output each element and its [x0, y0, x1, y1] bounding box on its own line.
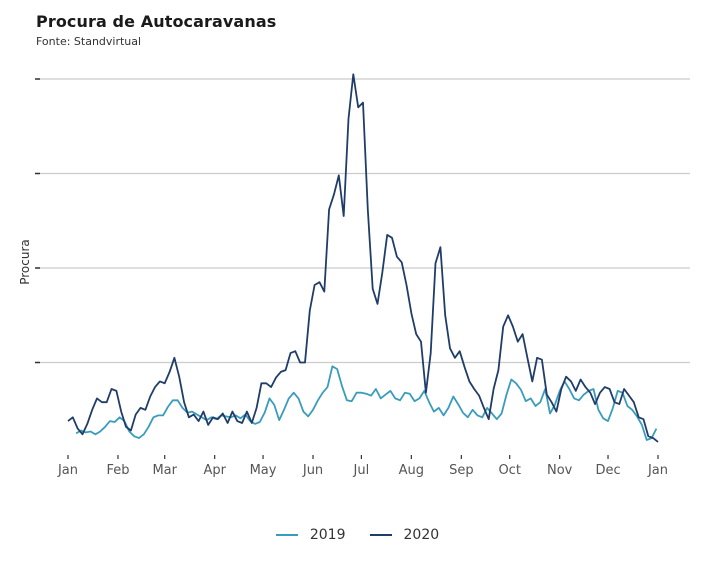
legend-swatch-2019 — [275, 534, 298, 536]
chart-title: Procura de Autocaravanas — [36, 12, 277, 31]
x-ticks: Jan Feb Mar Apr May Jun Jul Aug Sep Oct Nov Dec Jan — [57, 455, 668, 478]
x-tick-label: Sep — [449, 463, 474, 478]
y-ticks — [35, 78, 40, 364]
x-tick-label: Jan — [57, 463, 78, 478]
series-lines — [67, 73, 659, 443]
x-tick-label: Jun — [302, 463, 323, 478]
legend-item-2020[interactable]: 2020 — [369, 527, 440, 543]
x-tick-label: Feb — [106, 463, 129, 478]
x-tick-label: Dec — [595, 463, 620, 478]
x-tick-label: Aug — [399, 463, 424, 478]
series-line-2019 — [75, 365, 658, 441]
legend: 2019 2020 — [0, 527, 715, 543]
x-tick-label: Nov — [547, 463, 573, 478]
x-tick-label: May — [250, 463, 277, 478]
gridlines — [37, 78, 690, 364]
x-tick-label: Oct — [498, 463, 520, 478]
x-tick-label: Jul — [353, 463, 370, 478]
x-tick-label: Jan — [647, 463, 668, 478]
x-tick-label: Apr — [203, 463, 226, 478]
x-tick-label: Mar — [152, 463, 177, 478]
series-line-2020 — [67, 73, 659, 443]
chart-subtitle: Fonte: Standvirtual — [36, 35, 142, 48]
y-axis-label: Procura — [18, 239, 32, 285]
legend-item-2019[interactable]: 2019 — [275, 527, 346, 543]
legend-label-2020: 2020 — [403, 527, 440, 543]
legend-label-2019: 2019 — [309, 527, 346, 543]
legend-swatch-2020 — [369, 534, 392, 536]
